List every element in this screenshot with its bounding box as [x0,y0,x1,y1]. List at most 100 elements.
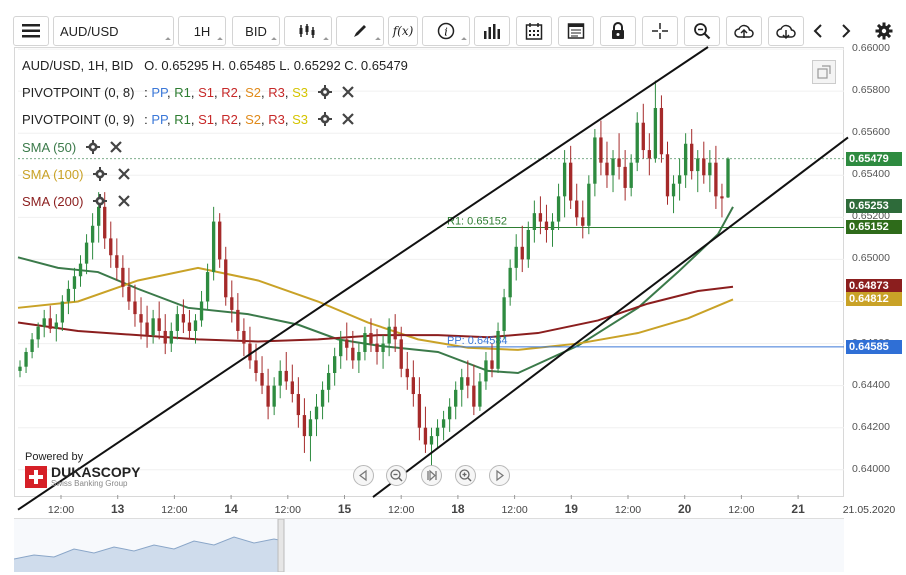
reset-icon [427,469,437,482]
expand-icon [817,65,831,79]
upload-button[interactable] [726,16,762,46]
r2-level: R2 [221,112,238,127]
calendar-button[interactable] [516,16,552,46]
r1-level: R1 [174,112,191,127]
sma100-legend[interactable]: SMA (100) [22,167,131,183]
close-icon[interactable] [117,194,131,208]
x-tick-label: 12:00 [47,504,75,516]
y-tick-label: 0.65400 [852,168,890,181]
close-icon[interactable] [341,112,355,126]
gear-icon[interactable] [93,167,108,181]
sma200-label: SMA (200) [22,194,84,209]
sma50-legend[interactable]: SMA (50) [22,140,123,156]
price-axis-label: 0.65479 [846,151,902,166]
pivot-legend-1[interactable]: PIVOTPOINT (0, 8) : PP, R1, S1, R2, S2, … [22,85,355,101]
hamburger-icon [22,24,40,38]
document-icon [567,23,585,39]
lock-button[interactable] [600,16,636,46]
gear-icon [875,22,893,40]
zoom-in-icon [459,469,472,482]
gear-icon[interactable] [317,112,332,126]
tagline: Swiss Banking Group [51,479,128,488]
dukascopy-logo-text: DUKASCOPY [51,464,141,480]
download-button[interactable] [768,16,804,46]
x-tick-label: 12:00 [728,504,755,516]
x-tick-label: 12:00 [161,504,188,516]
x-tick-label: 14 [224,502,238,516]
navigator[interactable] [13,518,844,573]
y-tick-label: 0.64400 [852,378,890,391]
price-side-select[interactable]: BID [232,16,280,46]
scroll-right-button[interactable] [834,16,858,46]
r1-level: R1 [174,85,191,100]
zoom-out-icon [390,469,403,482]
info-button[interactable]: i [422,16,470,46]
chart-type-button[interactable] [284,16,332,46]
price-axis-label: 0.64585 [846,339,902,354]
x-tick-label: 12:00 [388,504,415,516]
bar-chart-icon [484,24,500,39]
zoom-in-button[interactable] [455,465,476,486]
news-button[interactable] [558,16,594,46]
settings-button[interactable] [870,16,898,46]
price-axis-label: 0.65152 [846,220,902,235]
x-tick-label: 18 [451,502,465,516]
x-tick-label: 21 [791,502,805,516]
scroll-back-button[interactable] [353,465,374,486]
ohlc-values: O. 0.65295 H. 0.65485 L. 0.65292 C. 0.65… [144,58,408,73]
pivot-label: PIVOTPOINT (0, 9) [22,112,135,127]
gear-icon[interactable] [317,85,332,99]
svg-text:i: i [444,26,448,39]
y-tick-label: 0.64200 [852,420,890,433]
sma200-legend[interactable]: SMA (200) [22,194,131,210]
gear-icon[interactable] [85,140,100,154]
close-icon[interactable] [117,167,131,181]
price-axis-label: 0.64873 [846,279,902,294]
scroll-forward-button[interactable] [489,465,510,486]
triangle-right-icon [496,469,504,482]
indicators-button[interactable]: f(x) [388,16,418,46]
pivot-label: PIVOTPOINT (0, 8) [22,85,135,100]
s3-level: S3 [292,85,308,100]
close-icon[interactable] [341,85,355,99]
pp-level: PP [151,112,167,127]
gear-icon[interactable] [93,194,108,208]
triangle-left-icon [359,469,367,482]
close-icon[interactable] [109,140,123,154]
x-tick-label: 15 [337,502,352,516]
x-tick-label: 12:00 [501,504,528,516]
expand-button[interactable] [812,60,836,84]
y-tick-label: 0.64000 [852,462,890,475]
y-tick-label: 0.65200 [852,210,890,223]
menu-button[interactable] [13,16,49,46]
zoom-button[interactable] [684,16,720,46]
sma50-label: SMA (50) [22,140,77,155]
drawing-tools-button[interactable] [336,16,384,46]
x-tick-label: 21.05.2020 [842,504,896,516]
pencil-icon [354,25,366,37]
scroll-left-button[interactable] [806,16,830,46]
volume-button[interactable] [474,16,510,46]
powered-by-text: Powered by [25,451,84,463]
cloud-upload-icon [734,24,754,38]
timeframe-select[interactable]: 1H [178,16,226,46]
y-tick-label: 0.66000 [852,42,890,55]
x-tick-label: 20 [678,502,692,516]
pivot-legend-2[interactable]: PIVOTPOINT (0, 9) : PP, R1, S1, R2, S2, … [22,112,355,128]
sma100-label: SMA (100) [22,167,84,182]
zoom-out-button[interactable] [386,465,407,486]
zoom-icon [694,23,711,40]
timeframe-value: 1H [193,23,211,39]
crosshair-button[interactable] [642,16,678,46]
s1-level: S1 [198,112,214,127]
s1-level: S1 [198,85,214,100]
swiss-cross-icon [25,465,47,488]
dukascopy-branding: Powered by DUKASCOPY Swiss Banking Group [25,451,140,488]
toolbar: AUD/USD 1H BID f(x) i [0,0,906,46]
instrument-value: AUD/USD [60,23,119,39]
s3-level: S3 [292,112,308,127]
instrument-select[interactable]: AUD/USD [53,16,174,46]
reset-view-button[interactable] [421,465,442,486]
candlestick-icon [299,24,315,38]
price-axis-label: 0.64812 [846,291,902,306]
